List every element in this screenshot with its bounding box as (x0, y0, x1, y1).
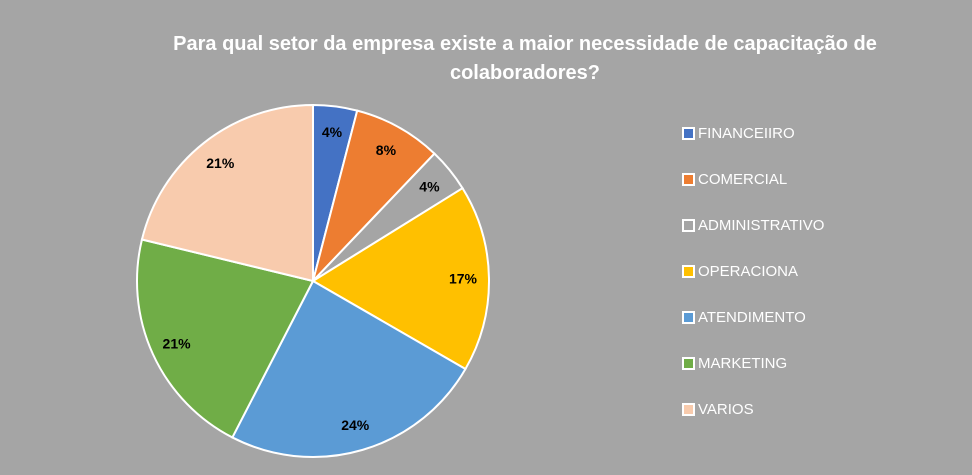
legend-item: OPERACIONA (682, 248, 824, 294)
data-label: 17% (449, 271, 478, 287)
legend-swatch (682, 126, 695, 140)
legend-swatch (682, 356, 695, 370)
legend-item: FINANCEIIRO (682, 110, 824, 156)
data-label: 4% (419, 178, 440, 194)
legend-item: VARIOS (682, 386, 824, 432)
legend: FINANCEIIRO COMERCIAL ADMINISTRATIVO OPERAC… (682, 110, 824, 432)
legend-label: FINANCEIIRO (698, 124, 795, 142)
legend-item: MARKETING (682, 340, 824, 386)
pie-slice-comercial (311, 109, 436, 285)
legend-label: OPERACIONA (698, 262, 799, 280)
data-label: 4% (322, 124, 343, 140)
legend-swatch (682, 402, 695, 416)
data-label: 21% (163, 335, 192, 351)
legend-label: ADMINISTRATIVO (698, 216, 825, 234)
legend-label: ATENDIMENTO (698, 308, 806, 326)
legend-item: ATENDIMENTO (682, 294, 824, 340)
pie-slice-marketing (136, 238, 315, 439)
pie-slice-varios (140, 103, 314, 283)
chart-title: Para qual setor da empresa existe a maio… (173, 33, 877, 84)
legend-swatch (682, 172, 695, 186)
data-label: 24% (341, 417, 370, 433)
legend-swatch (682, 310, 695, 324)
pie-slice-operaciona (311, 186, 490, 371)
data-label: 8% (376, 142, 397, 158)
legend-label: VARIOS (698, 400, 754, 418)
legend-swatch (682, 218, 695, 232)
legend-swatch (682, 264, 695, 278)
legend-item: ADMINISTRATIVO (682, 202, 824, 248)
legend-label: MARKETING (698, 354, 788, 372)
legend-item: COMERCIAL (682, 156, 824, 202)
legend-label: COMERCIAL (698, 170, 788, 188)
data-label: 21% (206, 155, 235, 171)
